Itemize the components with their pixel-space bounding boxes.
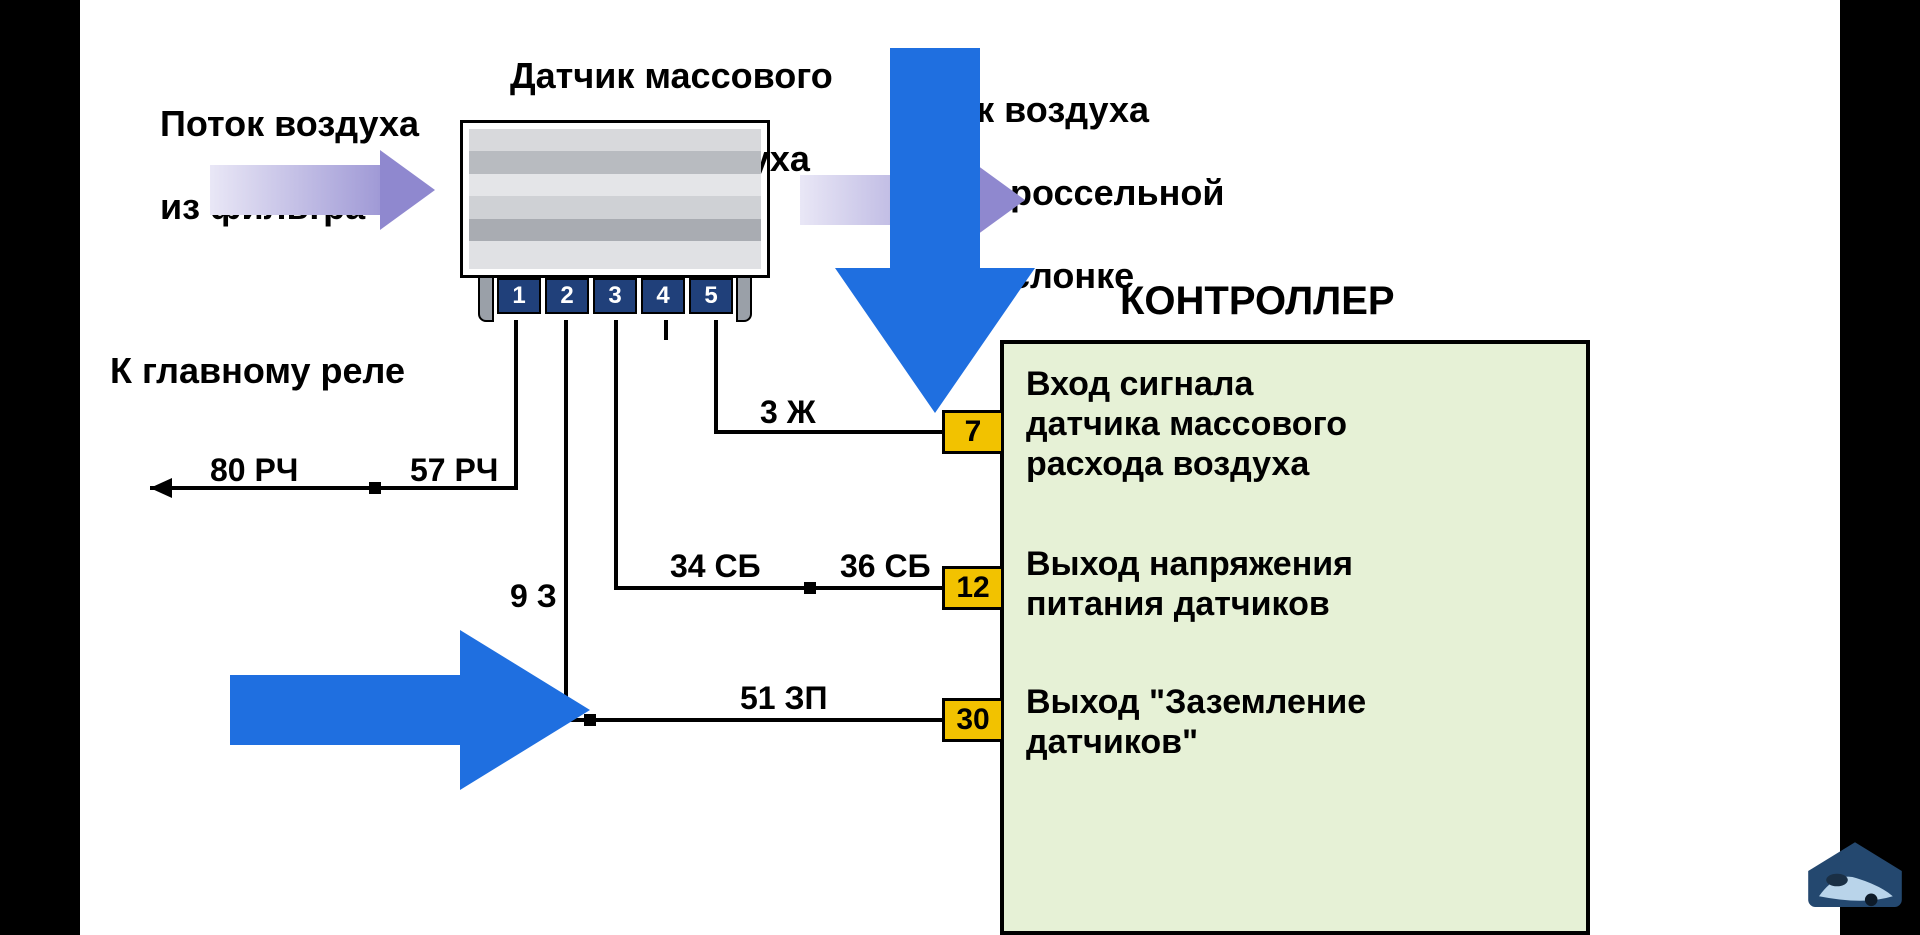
- controller-row-12: Выход напряжения питания датчиков: [1026, 544, 1353, 624]
- controller-pin-12: 12: [942, 566, 1004, 610]
- wire-label-3zh: 3 Ж: [760, 394, 816, 431]
- text: Вход сигнала: [1026, 365, 1253, 403]
- car-logo-icon: [1800, 835, 1910, 925]
- wire-label-36sb: 36 СБ: [840, 548, 931, 585]
- main-relay-label: К главному реле: [110, 350, 405, 391]
- big-arrow-right: [230, 630, 590, 790]
- diagram-canvas: Датчик массового расхода воздуха Поток в…: [80, 0, 1840, 935]
- text: датчика массового: [1026, 405, 1347, 443]
- wire-label-57rch: 57 РЧ: [410, 452, 498, 489]
- text: питания датчиков: [1026, 585, 1330, 623]
- wire-label-51zp: 51 ЗП: [740, 680, 828, 717]
- text: Выход "Заземление: [1026, 683, 1366, 721]
- text: Выход напряжения: [1026, 545, 1353, 583]
- controller-row-7: Вход сигнала датчика массового расхода в…: [1026, 364, 1347, 484]
- controller-title: КОНТРОЛЛЕР: [1120, 278, 1395, 324]
- wire-label-9z: 9 З: [510, 578, 557, 615]
- wire-label-80rch: 80 РЧ: [210, 452, 298, 489]
- text: датчиков": [1026, 723, 1198, 761]
- wire-label-34sb: 34 СБ: [670, 548, 761, 585]
- big-arrow-down: [835, 48, 1035, 418]
- controller-pin-30: 30: [942, 698, 1004, 742]
- controller-row-30: Выход "Заземление датчиков": [1026, 682, 1366, 762]
- controller-box: Вход сигнала датчика массового расхода в…: [1000, 340, 1590, 935]
- text: расхода воздуха: [1026, 445, 1309, 483]
